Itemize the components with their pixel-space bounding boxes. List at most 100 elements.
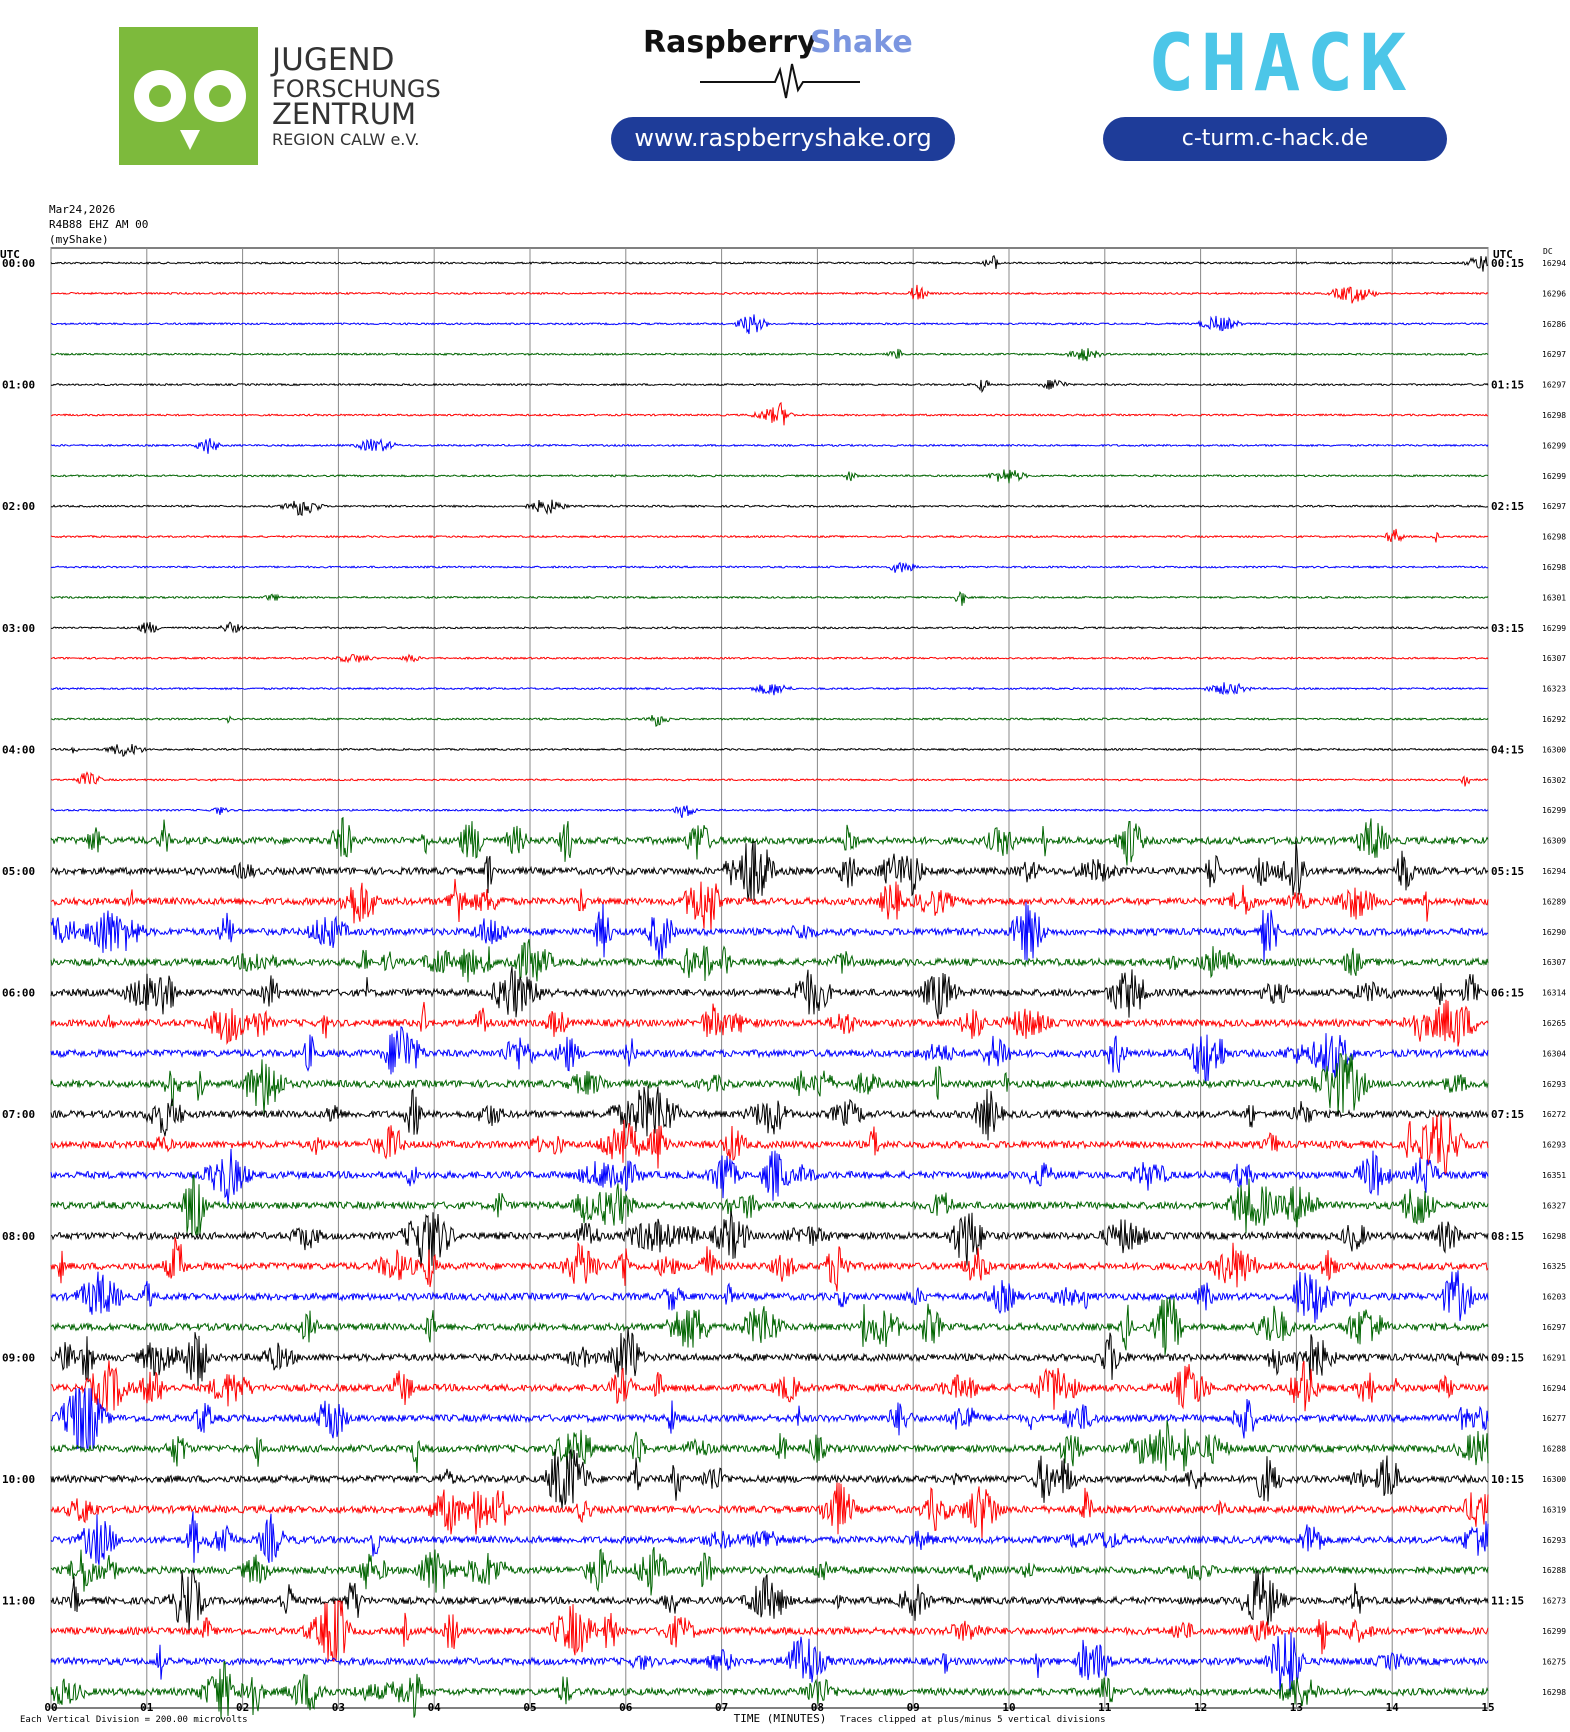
- dc-value: 16298: [1542, 533, 1566, 542]
- dc-value: 16304: [1542, 1049, 1566, 1058]
- x-tick-label: 10: [1002, 1701, 1015, 1714]
- trace: [50, 1661, 1489, 1720]
- trace: [51, 284, 1489, 304]
- x-tick-label: 04: [428, 1701, 442, 1714]
- dc-value: 16292: [1542, 715, 1566, 724]
- trace: [50, 1174, 1489, 1236]
- dc-value: 16299: [1542, 1627, 1566, 1636]
- dc-value: 16299: [1542, 624, 1566, 633]
- dc-value: 16290: [1542, 928, 1566, 937]
- chack-url-pill: [1103, 117, 1447, 161]
- trace: [50, 1420, 1489, 1474]
- right-time-label: 06:15: [1491, 987, 1524, 1000]
- dc-value: 16297: [1542, 502, 1566, 511]
- left-time-label: 01:00: [2, 379, 35, 392]
- x-tick-label: 02: [236, 1701, 249, 1714]
- left-time-label: 10:00: [2, 1473, 35, 1486]
- dc-value: 16299: [1542, 441, 1566, 450]
- right-time-label: 00:15: [1491, 257, 1524, 270]
- trace: [50, 1570, 1489, 1631]
- x-tick-label: 08: [811, 1701, 824, 1714]
- right-time-label: 02:15: [1491, 500, 1524, 513]
- dc-value: 16294: [1542, 1384, 1566, 1393]
- dc-value: 16289: [1542, 897, 1566, 906]
- left-time-label: 06:00: [2, 987, 35, 1000]
- dc-value: 16288: [1542, 1445, 1566, 1454]
- dc-value: 16309: [1542, 837, 1566, 846]
- trace: [50, 1632, 1489, 1692]
- left-time-label: 04:00: [2, 743, 35, 756]
- logo-text: REGION CALW e.V.: [272, 130, 419, 149]
- dc-value: 16307: [1542, 958, 1566, 967]
- trace: [50, 805, 1489, 818]
- owl-pupil: [149, 85, 171, 107]
- chack-logo: CHACK c-turm.c-hack.de: [1103, 19, 1447, 161]
- trace: [50, 314, 1489, 335]
- trace: [50, 378, 1489, 394]
- date: Mar24,2026: [49, 203, 115, 216]
- right-time-label: 11:15: [1491, 1595, 1524, 1608]
- dc-value: 16314: [1542, 989, 1566, 998]
- trace: [50, 590, 1489, 606]
- dc-value: 16288: [1542, 1566, 1566, 1575]
- dc-value: 16293: [1542, 1080, 1566, 1089]
- scale-note: Each Vertical Division = 200.00 microvol…: [20, 1715, 248, 1725]
- right-time-label: 09:15: [1491, 1351, 1524, 1364]
- trace: [50, 1327, 1489, 1388]
- trace: [50, 744, 1489, 757]
- source: (myShake): [49, 233, 109, 246]
- left-time-label: 08:00: [2, 1230, 35, 1243]
- plot-frame: [50, 247, 1489, 1709]
- dc-value: 16286: [1542, 320, 1566, 329]
- trace: [50, 469, 1489, 484]
- right-time-label: 05:15: [1491, 865, 1524, 878]
- dc-value: 16327: [1542, 1201, 1566, 1210]
- rs-wave: [700, 63, 860, 99]
- x-tick-label: 11: [1098, 1701, 1112, 1714]
- trace: [50, 999, 1489, 1047]
- left-time-label: 00:00: [2, 257, 35, 270]
- trace: [50, 1511, 1489, 1565]
- trace: [50, 1237, 1489, 1292]
- dc-value: 16298: [1542, 563, 1566, 572]
- x-tick-label: 05: [523, 1701, 536, 1714]
- right-time-label: 01:15: [1491, 379, 1524, 392]
- trace: [50, 255, 1489, 272]
- x-tick-label: 03: [332, 1701, 345, 1714]
- dc-value: 16301: [1542, 593, 1566, 602]
- trace: [50, 438, 1489, 454]
- dc-value: 16273: [1542, 1597, 1566, 1606]
- dc-value: 16294: [1542, 867, 1566, 876]
- left-time-label: 11:00: [2, 1595, 35, 1608]
- trace: [50, 1546, 1489, 1596]
- trace: [50, 966, 1489, 1020]
- logo-text: FORSCHUNGS: [272, 75, 441, 103]
- trace: [50, 715, 1489, 727]
- x-tick-label: 13: [1290, 1701, 1303, 1714]
- x-tick-label: 07: [715, 1701, 728, 1714]
- right-axis-title: UTC: [1493, 248, 1513, 261]
- dc-value: 16319: [1542, 1505, 1566, 1514]
- trace: [50, 401, 1488, 426]
- trace: [50, 840, 1489, 902]
- left-time-label: 03:00: [2, 622, 35, 635]
- left-time-label: 07:00: [2, 1108, 35, 1121]
- dc-value: 16293: [1542, 1141, 1566, 1150]
- dc-value: 16272: [1542, 1110, 1566, 1119]
- dc-value: 16297: [1542, 381, 1566, 390]
- trace: [50, 1448, 1489, 1510]
- dc-value: 16351: [1542, 1171, 1566, 1180]
- trace: [50, 1085, 1489, 1141]
- dc-value: 16291: [1542, 1353, 1566, 1362]
- dc-title: DC: [1543, 247, 1553, 256]
- dc-value: 16294: [1542, 259, 1566, 268]
- owl-beak: [180, 130, 200, 150]
- dc-value: 16265: [1542, 1019, 1566, 1028]
- trace: [50, 878, 1489, 931]
- dc-value: 16296: [1542, 289, 1566, 298]
- trace: [50, 1148, 1489, 1205]
- owl-pupil: [209, 85, 231, 107]
- dc-value: 16298: [1542, 1688, 1566, 1697]
- trace: [50, 771, 1489, 787]
- trace: [50, 1053, 1489, 1114]
